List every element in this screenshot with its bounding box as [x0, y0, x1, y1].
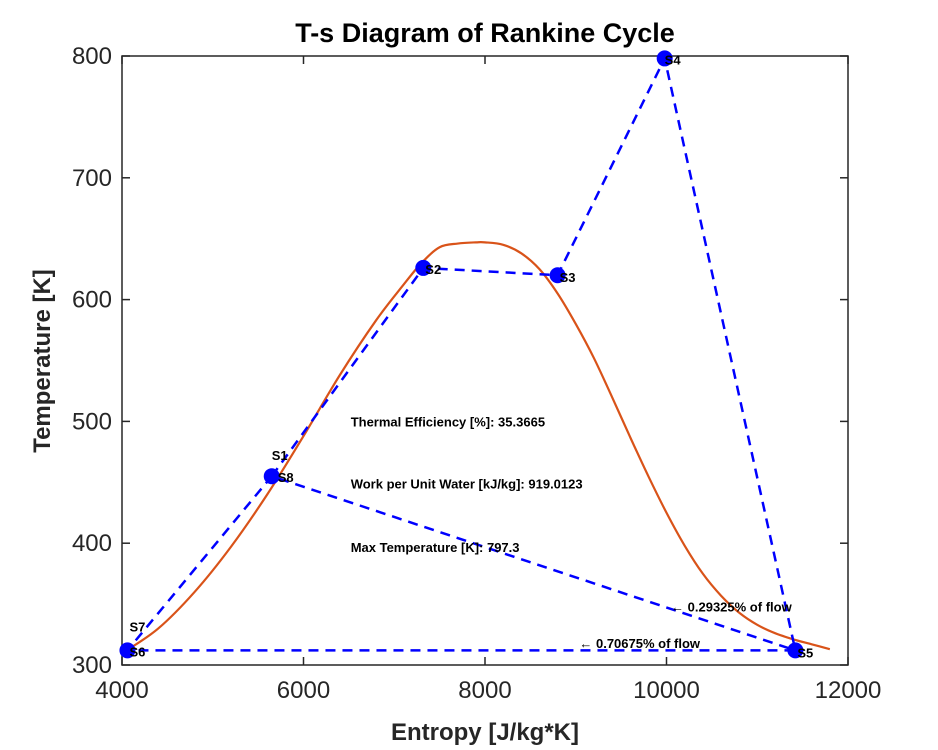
cycle-path-line: [124, 56, 797, 652]
state-point-label: S3: [560, 270, 576, 285]
y-tick-label: 300: [72, 652, 112, 679]
state-point-label: S1: [272, 448, 288, 463]
state-point-label: S5: [797, 645, 813, 660]
state-point-marker: [119, 642, 136, 659]
chart-title: T-s Diagram of Rankine Cycle: [295, 18, 675, 48]
state-point-label: S4: [665, 52, 682, 67]
state-point-marker: [656, 50, 673, 67]
y-tick-label: 600: [72, 287, 112, 314]
axes-box: [121, 55, 849, 666]
x-tick-label: 4000: [95, 677, 148, 704]
y-tick-label: 800: [72, 43, 112, 70]
annotation-text: Thermal Efficiency [%]: 35.3665: [351, 414, 545, 429]
annotation-text: Max Temperature [K]: 797.3: [351, 540, 520, 555]
state-point-label: S7: [129, 619, 145, 634]
annotations-layer: Thermal Efficiency [%]: 35.3665 Work per …: [351, 414, 793, 651]
state-point-marker: [549, 267, 566, 284]
annotation-text: Work per Unit Water [kJ/kg]: 919.0123: [351, 477, 583, 492]
saturation-dome-line: [124, 241, 831, 653]
series-layer: [124, 56, 831, 653]
annotation-text: ← 0.29325% of flow: [671, 600, 793, 615]
plot-area: 4000 6000 8000 10000 12000 300 400 500 600 700 80…: [72, 43, 881, 704]
y-axis-label: Temperature [K]: [29, 269, 56, 453]
state-point-marker: [263, 468, 280, 485]
y-axis-ticks: 300 400 500 600 700 800: [72, 43, 848, 679]
x-tick-label: 10000: [633, 677, 700, 704]
state-point-label: S6: [129, 644, 145, 659]
x-tick-label: 12000: [815, 677, 882, 704]
y-tick-label: 700: [72, 165, 112, 192]
x-axis-ticks: 4000 6000 8000 10000 12000: [95, 56, 881, 704]
x-tick-label: 8000: [458, 677, 511, 704]
y-tick-label: 400: [72, 530, 112, 557]
x-tick-label: 6000: [277, 677, 330, 704]
x-axis-label: Entropy [J/kg*K]: [391, 719, 579, 746]
state-point-marker: [415, 259, 432, 276]
state-points-layer: S1 S2 S3 S4 S5 S6 S7 S8: [119, 50, 813, 660]
annotation-text: ← 0.70675% of flow: [579, 636, 701, 651]
y-tick-label: 500: [72, 408, 112, 435]
state-point-label: S2: [425, 262, 441, 277]
state-point-label: S8: [278, 470, 294, 485]
state-point-marker: [787, 642, 804, 659]
